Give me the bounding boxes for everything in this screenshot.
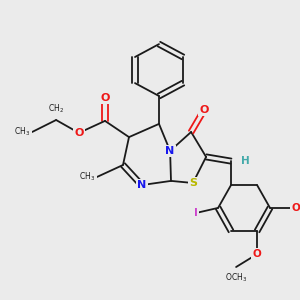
Text: H: H	[241, 156, 250, 166]
Text: O: O	[253, 249, 262, 259]
Text: O: O	[292, 203, 300, 213]
Text: OCH$_3$: OCH$_3$	[225, 272, 247, 284]
Text: N: N	[166, 146, 175, 156]
Text: O: O	[74, 128, 84, 138]
Text: I: I	[194, 208, 198, 218]
Text: N: N	[137, 180, 146, 190]
Text: S: S	[189, 178, 197, 188]
Text: O: O	[100, 93, 110, 103]
Text: CH$_3$: CH$_3$	[79, 171, 95, 183]
Text: CH$_2$: CH$_2$	[48, 102, 64, 115]
Text: CH$_3$: CH$_3$	[14, 126, 31, 138]
Text: O: O	[199, 105, 209, 115]
